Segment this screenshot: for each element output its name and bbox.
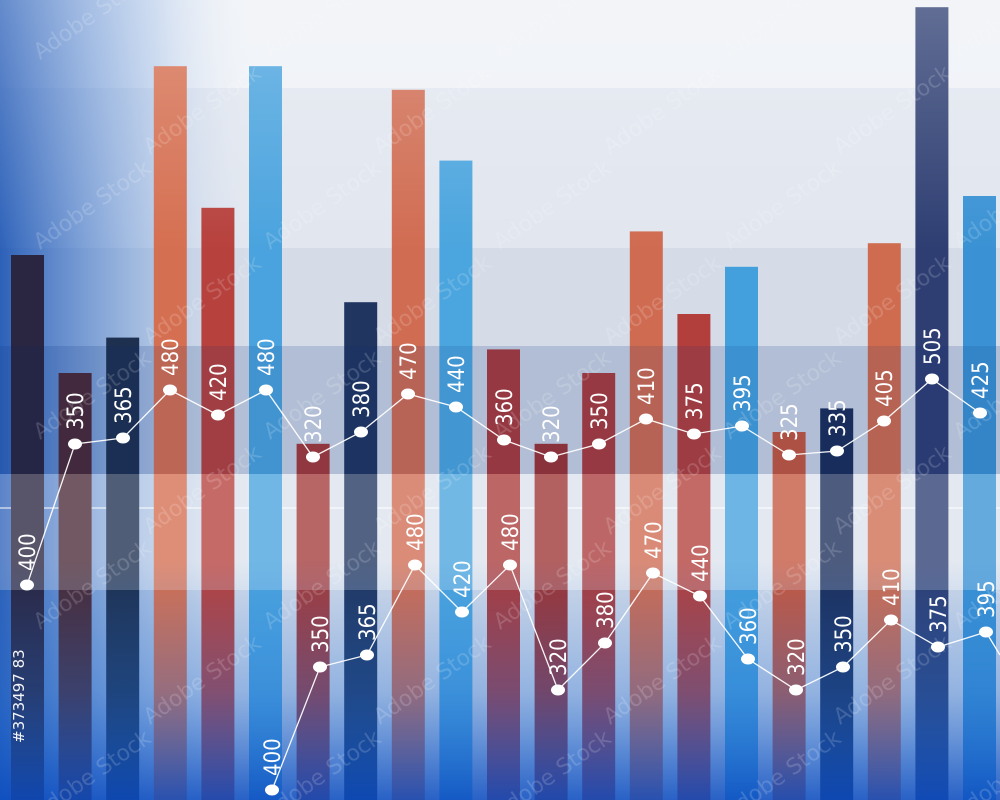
upper-point-16 [782, 449, 796, 461]
upper-label-8: 470 [397, 342, 422, 380]
upper-label-1: 350 [64, 392, 89, 430]
upper-label-13: 410 [635, 367, 660, 405]
upper-point-2 [116, 432, 130, 444]
upper-point-14 [687, 428, 701, 440]
upper-point-15 [735, 420, 749, 432]
upper-point-6 [306, 451, 320, 463]
lower-label-6: 320 [547, 638, 572, 676]
lower-label-15: 395 [975, 580, 1000, 618]
upper-label-4: 420 [207, 363, 232, 401]
lower-label-8: 470 [642, 521, 667, 559]
lower-line-series: 400 350 365 480 420 480 320 380 470 440 360 320 350 4… [261, 513, 1000, 796]
upper-point-13 [639, 413, 653, 425]
lower-point-4 [455, 606, 469, 618]
lower-label-10: 360 [737, 607, 762, 645]
upper-label-11: 320 [540, 405, 565, 443]
upper-label-17: 335 [826, 399, 851, 437]
upper-label-16: 325 [778, 403, 803, 441]
lower-label-11: 320 [785, 638, 810, 676]
lower-label-4: 420 [451, 560, 476, 598]
lower-point-12 [836, 661, 850, 673]
upper-point-4 [211, 409, 225, 421]
upper-point-18 [877, 415, 891, 427]
lower-point-5 [503, 559, 517, 571]
lower-point-9 [693, 590, 707, 602]
lower-point-11 [789, 684, 803, 696]
upper-point-19 [925, 373, 939, 385]
lower-point-10 [741, 653, 755, 665]
upper-label-10: 360 [493, 388, 518, 426]
upper-label-19: 505 [921, 327, 946, 365]
upper-label-0: 400 [16, 533, 41, 571]
top-fade [0, 0, 1000, 250]
lower-point-8 [646, 567, 660, 579]
lower-label-13: 410 [880, 568, 905, 606]
upper-label-14: 375 [683, 382, 708, 420]
upper-label-3: 480 [159, 338, 184, 376]
lower-point-14 [931, 641, 945, 653]
upper-label-2: 365 [112, 386, 137, 424]
lower-label-0: 400 [261, 738, 286, 776]
upper-label-7: 380 [350, 380, 375, 418]
upper-point-9 [449, 401, 463, 413]
stock-id-vertical: #373497 83 [10, 649, 28, 743]
upper-point-1 [68, 438, 82, 450]
upper-label-9: 440 [445, 355, 470, 393]
upper-point-0 [20, 579, 34, 591]
lower-point-0 [265, 784, 279, 796]
lower-label-5: 480 [499, 513, 524, 551]
lower-point-6 [551, 684, 565, 696]
stock-id-text: #373497 83 [10, 649, 28, 743]
upper-label-20: 425 [969, 361, 994, 399]
lower-point-1 [313, 661, 327, 673]
upper-point-3 [163, 384, 177, 396]
upper-point-5 [259, 384, 273, 396]
upper-point-12 [592, 438, 606, 450]
upper-point-11 [544, 451, 558, 463]
upper-point-17 [830, 445, 844, 457]
lower-tail [985, 631, 1000, 656]
upper-label-18: 405 [873, 369, 898, 407]
upper-line-series: 400 350 365 480 420 480 320 380 470 440 360 320 350 4… [16, 327, 994, 591]
lower-path [271, 563, 987, 791]
upper-point-8 [401, 388, 415, 400]
upper-label-15: 395 [731, 374, 756, 412]
upper-label-5: 480 [255, 338, 280, 376]
bottom-glow [0, 560, 1000, 800]
lower-label-1: 350 [309, 615, 334, 653]
lower-point-13 [884, 614, 898, 626]
upper-label-6: 320 [302, 405, 327, 443]
upper-point-20 [973, 407, 987, 419]
lower-label-3: 480 [404, 513, 429, 551]
lower-point-2 [360, 649, 374, 661]
lower-label-2: 365 [356, 603, 381, 641]
lower-label-7: 380 [594, 591, 619, 629]
upper-label-12: 350 [588, 392, 613, 430]
lower-label-12: 350 [832, 615, 857, 653]
upper-point-7 [354, 426, 368, 438]
lower-label-14: 375 [927, 595, 952, 633]
lower-point-3 [408, 559, 422, 571]
lower-point-7 [598, 637, 612, 649]
upper-point-10 [497, 434, 511, 446]
lower-label-9: 440 [689, 544, 714, 582]
